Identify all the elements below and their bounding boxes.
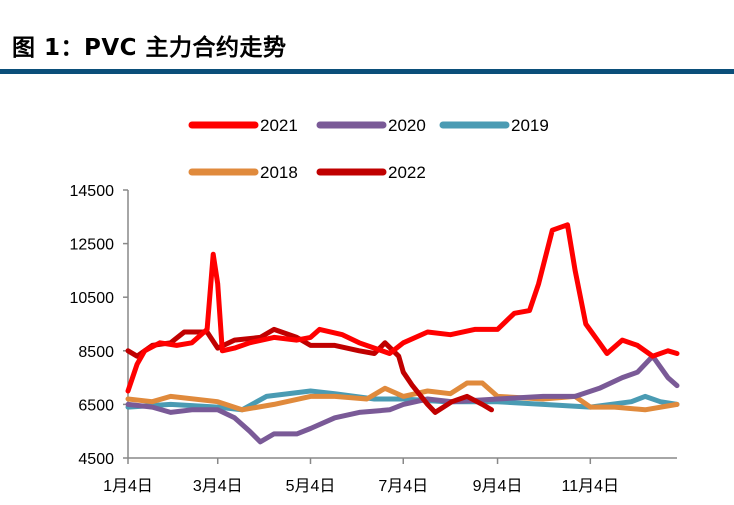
y-tick-label: 4500 <box>78 451 114 468</box>
legend-item-2021: 2021 <box>188 116 298 135</box>
series-line-2021 <box>125 222 680 394</box>
series-line-2018 <box>125 380 680 413</box>
legend-item-2019: 2019 <box>439 116 549 135</box>
x-tick-label: 5月4日 <box>286 478 336 495</box>
figure-title: 图 1：PVC 主力合约走势 <box>12 35 287 61</box>
y-tick-label: 6500 <box>78 397 114 414</box>
legend-label: 2019 <box>511 116 549 135</box>
legend-item-2018: 2018 <box>188 163 298 182</box>
y-tick-label: 8500 <box>78 344 114 361</box>
x-tick-label: 11月4日 <box>562 478 620 495</box>
legend-label: 2020 <box>388 116 426 135</box>
legend-label: 2022 <box>388 163 426 182</box>
legend-item-2020: 2020 <box>316 116 426 135</box>
legend-label: 2021 <box>260 116 298 135</box>
y-tick-label: 12500 <box>70 237 115 254</box>
series-line-2022 <box>125 326 494 415</box>
x-tick-label: 3月4日 <box>193 478 243 495</box>
legend-label: 2018 <box>260 163 298 182</box>
x-tick-label: 1月4日 <box>103 478 153 495</box>
y-tick-label: 10500 <box>70 290 115 307</box>
series-line-2020 <box>125 353 680 445</box>
title-divider <box>0 69 734 74</box>
x-tick-label: 9月4日 <box>473 478 523 495</box>
series-group <box>125 222 680 445</box>
legend-item-2022: 2022 <box>316 163 426 182</box>
y-tick-label: 14500 <box>70 183 115 200</box>
x-tick-label: 7月4日 <box>378 478 428 495</box>
